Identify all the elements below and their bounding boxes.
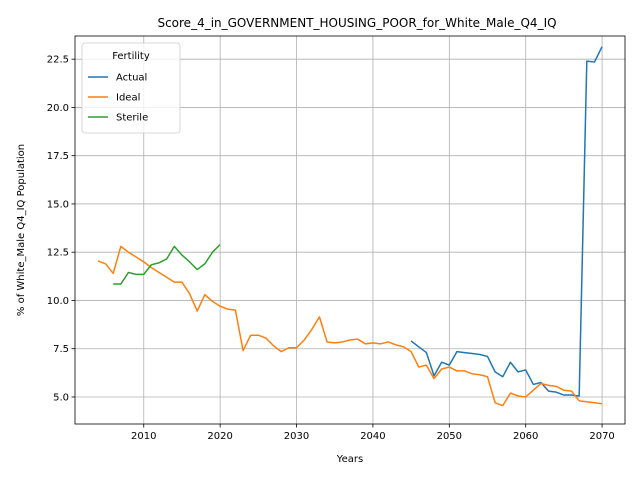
plot-frame	[74, 35, 626, 425]
x-tick-label: 2060	[513, 431, 538, 442]
y-axis: 5.0 7.5 10.0 12.5 15.0 17.5 20.0 22.5	[47, 55, 75, 403]
y-tick-label: 17.5	[47, 151, 69, 162]
legend-label-actual: Actual	[116, 73, 147, 84]
x-tick-label: 2030	[284, 431, 309, 442]
y-tick-label: 22.5	[47, 55, 69, 66]
y-tick-label: 15.0	[47, 199, 69, 210]
y-tick-label: 5.0	[53, 392, 69, 403]
x-tick-label: 2070	[589, 431, 614, 442]
series-layer	[97, 46, 603, 407]
y-tick-label: 7.5	[53, 344, 69, 355]
chart-title: Score_4_in_GOVERNMENT_HOUSING_POOR_for_W…	[157, 16, 556, 30]
x-axis-label: Years	[336, 454, 363, 465]
legend: Fertility Actual Ideal Sterile	[81, 42, 181, 134]
legend-label-ideal: Ideal	[116, 93, 140, 104]
grid-lines	[75, 36, 625, 424]
y-tick-label: 10.0	[47, 296, 69, 307]
legend-items: Actual Ideal Sterile	[88, 73, 148, 124]
y-axis-label: % of White_Male Q4_IQ Population	[16, 144, 27, 316]
y-tick-label: 12.5	[47, 248, 69, 259]
legend-title: Fertility	[112, 51, 150, 62]
x-tick-label: 2020	[207, 431, 232, 442]
x-tick-label: 2010	[131, 431, 156, 442]
series-line-ideal	[97, 245, 603, 407]
legend-label-sterile: Sterile	[116, 113, 148, 124]
legend-box	[81, 42, 181, 134]
x-tick-label: 2050	[437, 431, 462, 442]
y-tick-label: 20.0	[47, 103, 69, 114]
x-axis: 2010 2020 2030 2040 2050 2060 2070	[131, 424, 615, 442]
x-tick-label: 2040	[360, 431, 385, 442]
series-line-actual	[410, 46, 603, 397]
series-line-sterile	[113, 243, 221, 285]
